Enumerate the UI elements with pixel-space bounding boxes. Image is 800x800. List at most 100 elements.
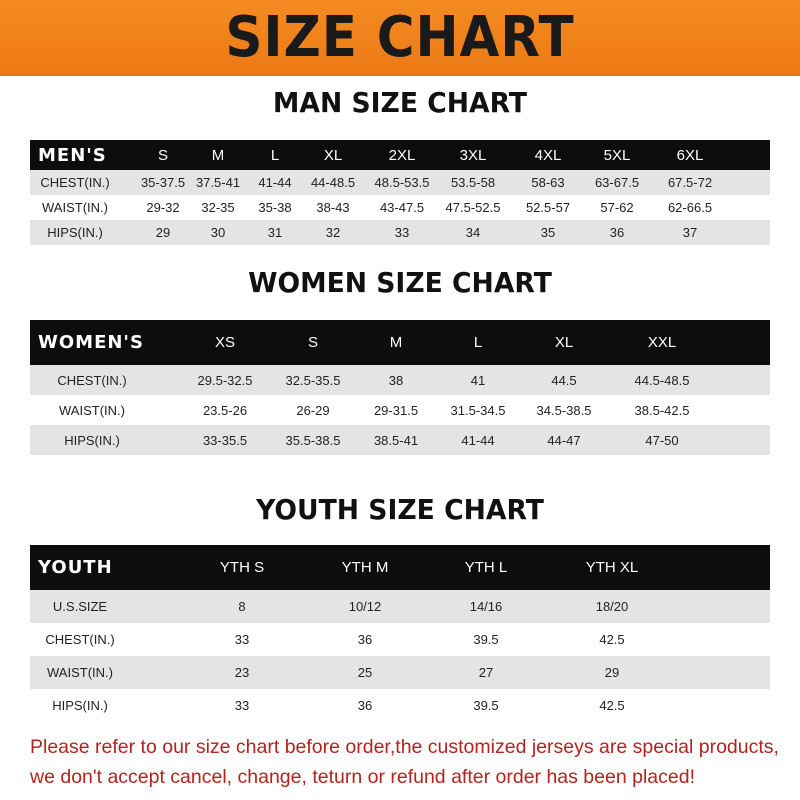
table-cell: 23.5-26 — [202, 402, 248, 418]
table-cell: 42.5 — [599, 632, 625, 647]
table-cell: 44-48.5 — [310, 175, 356, 190]
size-header: 5XL — [603, 146, 631, 164]
size-header: YTH XL — [585, 559, 639, 576]
notice-line-2: we don't accept cancel, change, teturn o… — [30, 766, 695, 788]
table-cell: 36 — [357, 698, 373, 713]
table-cell: 57-62 — [600, 200, 634, 215]
size-header: XS — [214, 334, 236, 351]
notice-line-1: Please refer to our size chart before or… — [30, 736, 779, 758]
table-cell: 44.5-48.5 — [634, 372, 690, 388]
table-header-row: WOMEN'S XS S M L XL XXL — [30, 320, 770, 365]
table-cell: 29-32 — [146, 200, 180, 215]
women-size-table: WOMEN'S XS S M L XL XXL CHEST(IN.) 29.5-32.5 32.5… — [30, 320, 770, 455]
table-cell: 33-35.5 — [202, 432, 248, 448]
table-cell: 39.5 — [473, 632, 499, 647]
table-cell: 32-35 — [201, 200, 235, 215]
table-cell: 31 — [267, 225, 283, 240]
table-cell: 38.5-42.5 — [634, 402, 690, 418]
table-cell: 43-47.5 — [379, 200, 425, 215]
size-header: L — [473, 334, 483, 351]
table-cell: 52.5-57 — [525, 200, 571, 215]
size-header: YTH L — [464, 559, 508, 576]
row-label: WAIST(IN.) — [59, 402, 125, 418]
size-header: 6XL — [676, 146, 704, 164]
table-cell: 30 — [210, 225, 226, 240]
size-header: YTH M — [341, 559, 389, 576]
table-row: CHEST(IN.) 29.5-32.5 32.5-35.5 38 41 44.5 44.5… — [30, 365, 770, 395]
table-row: WAIST(IN.) 23 25 27 29 — [30, 656, 770, 689]
table-cell: 62-66.5 — [667, 200, 713, 215]
table-header-row: MEN'S S M L XL 2XL 3XL 4XL 5XL 6XL — [30, 140, 770, 170]
table-row: CHEST(IN.) 33 36 39.5 42.5 — [30, 623, 770, 656]
table-cell: 26-29 — [296, 402, 330, 418]
table-cell: 34.5-38.5 — [536, 402, 592, 418]
table-cell: 38.5-41 — [373, 432, 419, 448]
size-header: S — [307, 334, 319, 351]
table-cell: 32.5-35.5 — [285, 372, 341, 388]
table-cell: 35.5-38.5 — [285, 432, 341, 448]
table-cell: 18/20 — [595, 599, 629, 614]
table-header-row: YOUTH YTH S YTH M YTH L YTH XL — [30, 545, 770, 590]
table-cell: 35-37.5 — [140, 175, 186, 190]
table-cell: 35-38 — [258, 200, 292, 215]
size-header: XL — [554, 334, 574, 351]
table-cell: 42.5 — [599, 698, 625, 713]
table-cell: 23 — [234, 665, 250, 680]
table-cell: 34 — [465, 225, 481, 240]
table-cell: 36 — [357, 632, 373, 647]
table-cell: 35 — [540, 225, 556, 240]
row-label: CHEST(IN.) — [40, 175, 110, 190]
table-cell: 29.5-32.5 — [197, 372, 253, 388]
size-header: XL — [323, 146, 343, 164]
size-header: L — [270, 146, 280, 164]
table-cell: 29 — [155, 225, 171, 240]
table-cell: 27 — [478, 665, 494, 680]
table-cell: 47-50 — [645, 432, 679, 448]
table-row: WAIST(IN.) 29-32 32-35 35-38 38-43 43-47.5 47.… — [30, 195, 770, 220]
table-cell: 39.5 — [473, 698, 499, 713]
table-cell: 32 — [325, 225, 341, 240]
table-cell: 37 — [682, 225, 698, 240]
row-label: CHEST(IN.) — [45, 632, 115, 647]
table-cell: 37.5-41 — [195, 175, 241, 190]
table-cell: 33 — [394, 225, 410, 240]
table-cell: 67.5-72 — [667, 175, 713, 190]
table-cell: 38-43 — [316, 200, 350, 215]
table-cell: 29-31.5 — [373, 402, 419, 418]
row-label: WAIST(IN.) — [42, 200, 108, 215]
youth-size-table: YOUTH YTH S YTH M YTH L YTH XL U.S.SIZE 8 10/12… — [30, 545, 770, 722]
row-label: WAIST(IN.) — [47, 665, 113, 680]
table-title-cell: WOMEN'S — [38, 332, 144, 353]
table-row: WAIST(IN.) 23.5-26 26-29 29-31.5 31.5-34.5 34… — [30, 395, 770, 425]
row-label: U.S.SIZE — [52, 599, 108, 614]
table-cell: 41-44 — [258, 175, 292, 190]
banner-title: SIZE CHART — [225, 5, 575, 70]
table-row: HIPS(IN.) 33-35.5 35.5-38.5 38.5-41 41-44 44-… — [30, 425, 770, 455]
table-cell: 53.5-58 — [450, 175, 496, 190]
table-cell: 63-67.5 — [594, 175, 640, 190]
row-label: HIPS(IN.) — [52, 698, 108, 713]
size-header: S — [157, 146, 169, 164]
table-cell: 25 — [357, 665, 373, 680]
banner: SIZE CHART — [0, 0, 800, 76]
table-row: U.S.SIZE 8 10/12 14/16 18/20 — [30, 590, 770, 623]
size-header: 4XL — [534, 146, 562, 164]
table-cell: 14/16 — [469, 599, 503, 614]
table-title-cell: YOUTH — [38, 557, 113, 578]
table-cell: 44.5 — [551, 372, 577, 388]
table-cell: 33 — [234, 698, 250, 713]
men-size-table: MEN'S S M L XL 2XL 3XL 4XL 5XL 6XL CHEST(IN.) 35-37… — [30, 140, 770, 245]
table-cell: 47.5-52.5 — [445, 200, 501, 215]
table-cell: 41-44 — [461, 432, 495, 448]
table-cell: 10/12 — [348, 599, 382, 614]
men-title: MAN SIZE CHART — [272, 86, 528, 119]
table-cell: 48.5-53.5 — [374, 175, 430, 190]
size-header: YTH S — [219, 559, 265, 576]
table-cell: 41 — [470, 372, 486, 388]
size-header: 2XL — [388, 146, 416, 164]
table-title-cell: MEN'S — [38, 144, 107, 166]
table-cell: 38 — [388, 372, 404, 388]
size-header: XXL — [647, 334, 677, 351]
row-label: HIPS(IN.) — [47, 225, 103, 240]
table-cell: 8 — [238, 599, 246, 614]
